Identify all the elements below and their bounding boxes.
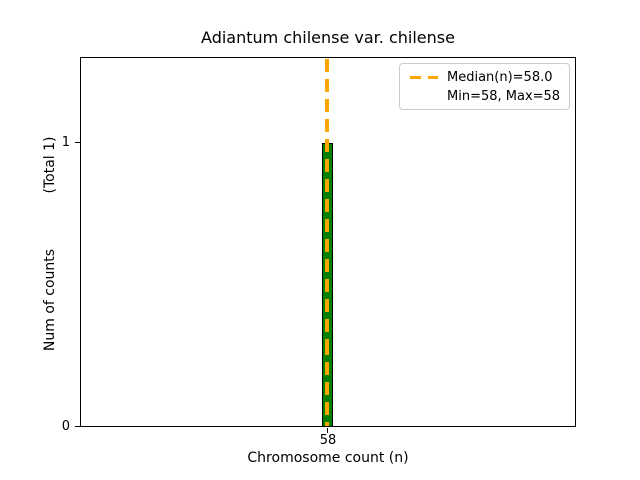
legend-row-median: Median(n)=58.0	[400, 68, 569, 87]
legend-row-minmax: Min=58, Max=58	[400, 87, 569, 106]
empty-swatch	[410, 95, 438, 99]
median-dash-swatch	[410, 75, 438, 80]
chart-title: Adiantum chilense var. chilense	[201, 28, 455, 47]
y-axis-label: Num of counts	[42, 248, 58, 352]
median-line-over-bar	[325, 143, 329, 426]
x-tick-label-58: 58	[319, 433, 337, 448]
x-tick-mark-58	[327, 428, 329, 433]
legend-minmax-label: Min=58, Max=58	[447, 89, 561, 104]
y-tick-mark-1	[75, 142, 80, 144]
plot-area: Median(n)=58.0 Min=58, Max=58	[80, 57, 576, 427]
x-axis-label: Chromosome count (n)	[247, 450, 409, 466]
legend-median-label: Median(n)=58.0	[447, 70, 553, 85]
y-axis-total-label: (Total 1)	[42, 136, 58, 194]
y-tick-label-1: 1	[61, 135, 70, 150]
y-tick-label-0: 0	[61, 419, 70, 434]
legend: Median(n)=58.0 Min=58, Max=58	[399, 63, 570, 110]
y-tick-mark-0	[75, 426, 80, 428]
